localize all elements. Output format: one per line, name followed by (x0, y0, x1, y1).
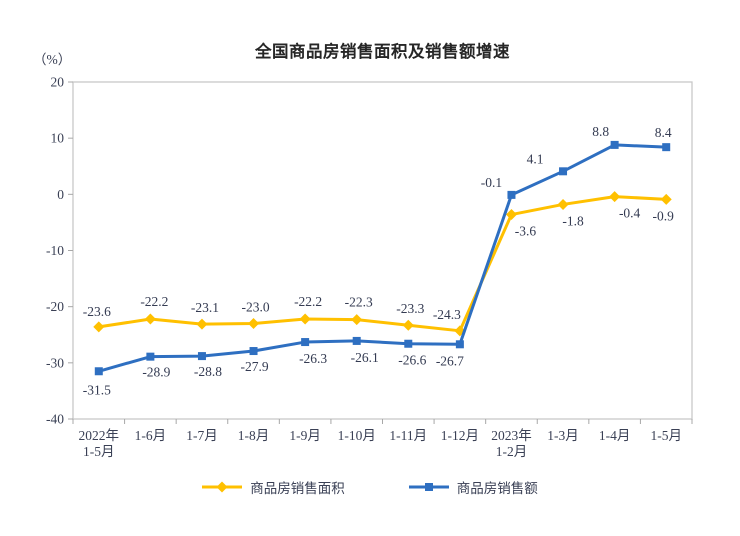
data-point-marker (455, 340, 464, 349)
data-point-label: -26.7 (436, 353, 464, 368)
data-point-marker (248, 318, 260, 330)
x-axis-label-line: 2022年 (78, 428, 120, 443)
x-axis-label: 1-3月 (530, 428, 596, 444)
data-point-label: -27.9 (240, 359, 268, 374)
x-axis-label-line: 1-4月 (598, 428, 631, 443)
x-axis-label-line: 1-9月 (289, 428, 321, 443)
data-point-label: 8.4 (655, 125, 672, 140)
data-point-marker (196, 318, 208, 330)
y-axis-unit-label: （%） (33, 52, 72, 67)
x-axis-label: 1-9月 (272, 428, 338, 444)
data-point-marker (93, 321, 105, 333)
data-point-marker (144, 313, 156, 325)
data-point-marker (402, 319, 414, 331)
y-axis-tick-label: -10 (46, 243, 64, 258)
series-line-1 (97, 143, 668, 373)
data-point-label: 4.1 (527, 151, 544, 166)
x-axis: 2022年 1-5月 1-6月 1-7月 1-8月 1-9月 1-10月 1-11月 1-12月… (0, 428, 740, 464)
data-point-marker (557, 198, 569, 210)
data-point-marker (507, 190, 516, 199)
x-axis-label-line: 1-8月 (237, 428, 270, 443)
data-point-marker (197, 352, 206, 361)
x-axis-label: 1-5月 (633, 428, 699, 444)
data-point-label: -31.5 (83, 382, 111, 397)
data-point-label: -0.1 (481, 175, 502, 190)
data-point-marker (610, 140, 619, 149)
x-axis-label-line: 1-11月 (389, 428, 428, 443)
x-axis-label-line: 1-2月 (495, 444, 528, 459)
y-axis-tick-label: -40 (46, 412, 64, 427)
y-axis-tick-label: 20 (51, 75, 65, 90)
data-point-marker (249, 347, 258, 356)
x-axis-label: 2023年 1-2月 (478, 428, 544, 460)
data-point-label: -3.6 (515, 224, 537, 239)
data-point-label: -22.3 (345, 295, 373, 310)
data-point-label: -28.9 (142, 365, 170, 380)
data-point-label: -26.1 (351, 350, 379, 365)
data-point-label: -1.8 (562, 213, 584, 228)
series-line-0 (97, 195, 668, 333)
data-point-marker (299, 313, 311, 325)
data-point-marker (662, 143, 671, 152)
x-axis-label-line: 1-5月 (83, 444, 115, 459)
data-point-label: 8.8 (592, 124, 609, 139)
data-point-marker (352, 336, 361, 345)
data-point-marker (404, 339, 413, 348)
legend-item-sales-area: 商品房销售面积 (202, 477, 345, 497)
y-axis-tick-label: -20 (46, 299, 64, 314)
legend-label: 商品房销售面积 (250, 481, 345, 496)
legend-item-sales-amount: 商品房销售额 (408, 477, 538, 497)
data-point-label: -22.2 (140, 294, 168, 309)
x-axis-label-line: 1-6月 (134, 428, 167, 443)
x-axis-label: 1-6月 (117, 428, 183, 444)
x-axis-label: 1-11月 (375, 428, 441, 444)
data-point-marker (301, 338, 310, 347)
data-point-label: -26.3 (299, 351, 327, 366)
x-axis-label: 1-8月 (221, 428, 287, 444)
x-axis-label-line: 2023年 (491, 428, 532, 443)
x-axis-label: 1-4月 (582, 428, 648, 444)
data-point-label: -22.2 (294, 294, 322, 309)
x-axis-label-line: 1-3月 (547, 428, 579, 443)
data-point-marker (609, 191, 621, 203)
data-point-label: -0.4 (619, 206, 641, 221)
legend-label: 商品房销售额 (456, 481, 538, 496)
data-point-label: -23.6 (83, 304, 111, 319)
legend-square-marker-icon (408, 483, 449, 491)
data-point-label: -28.8 (194, 364, 222, 379)
legend: 商品房销售面积 商品房销售额 (0, 477, 740, 497)
data-point-label: -23.3 (396, 301, 424, 316)
y-axis-tick-label: -30 (46, 355, 64, 370)
x-axis-label: 1-7月 (169, 428, 235, 444)
data-point-label: -0.9 (653, 208, 675, 223)
data-point-marker (94, 367, 103, 376)
y-axis-tick-label: 10 (51, 131, 65, 146)
chart-title: 全国商品房销售面积及销售额增速 (255, 43, 510, 61)
data-point-label: -24.3 (433, 307, 461, 322)
data-point-marker (351, 314, 363, 326)
x-axis-label-line: 1-10月 (337, 428, 376, 443)
x-axis-label-line: 1-5月 (650, 428, 682, 443)
data-point-label: -26.6 (398, 353, 426, 368)
data-point-label: -23.1 (191, 300, 219, 315)
x-axis-label: 1-10月 (324, 428, 390, 444)
x-axis-label-line: 1-7月 (186, 428, 218, 443)
data-point-marker (146, 352, 155, 361)
x-axis-label: 1-12月 (427, 428, 493, 444)
y-axis-tick-label: 0 (57, 187, 64, 202)
data-point-marker (505, 209, 517, 221)
data-point-label: -23.0 (241, 300, 269, 315)
legend-diamond-marker-icon (202, 481, 243, 493)
data-point-marker (660, 193, 672, 205)
data-point-marker (559, 167, 568, 176)
x-axis-label: 2022年 1-5月 (66, 428, 132, 460)
x-axis-label-line: 1-12月 (440, 428, 479, 443)
